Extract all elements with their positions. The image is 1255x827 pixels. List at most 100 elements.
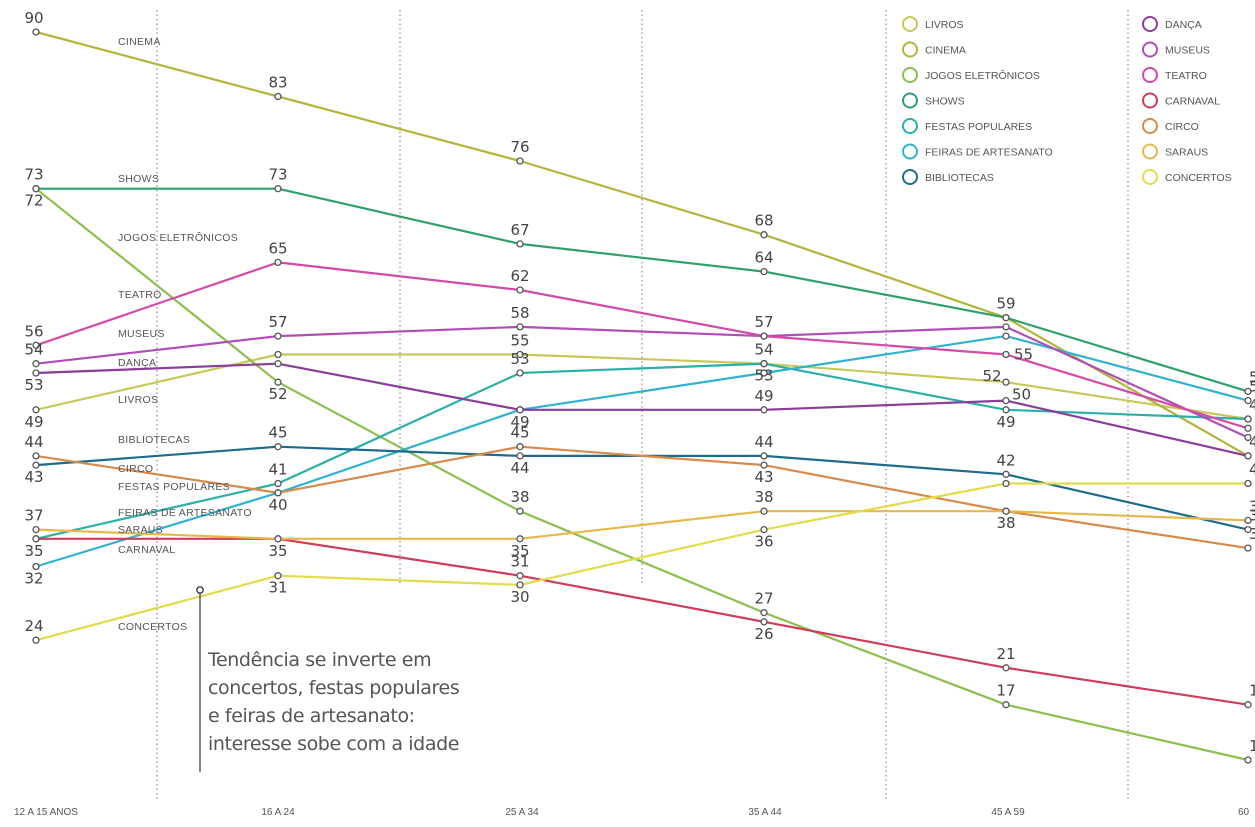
- data-point: [32, 406, 40, 414]
- data-label: 44: [510, 459, 529, 477]
- data-point: [1244, 516, 1252, 525]
- data-label: 51: [1249, 368, 1255, 386]
- series-line: [35, 187, 1249, 762]
- data-label: 11: [1249, 737, 1255, 755]
- data-point: [32, 28, 40, 36]
- data-point: [516, 535, 524, 543]
- data-label: 59: [996, 295, 1015, 313]
- annotation-line: e feiras de artesanato:: [208, 705, 415, 727]
- series-name-label: CIRCO: [118, 463, 153, 475]
- data-label: 35: [510, 542, 529, 560]
- data-label: 49: [510, 413, 529, 431]
- data-point: [760, 360, 768, 368]
- series-line: [35, 362, 1249, 540]
- legend-label: CIRCO: [1165, 121, 1199, 133]
- data-point: [274, 535, 282, 543]
- data-point: [1002, 406, 1010, 414]
- data-point: [32, 461, 40, 469]
- data-point: [1002, 664, 1010, 672]
- data-label: 17: [1249, 682, 1255, 700]
- data-point: [516, 406, 524, 414]
- data-point: [274, 479, 282, 488]
- data-point: [274, 350, 282, 359]
- data-label: 57: [268, 313, 287, 331]
- series-name-label: SHOWS: [118, 173, 159, 185]
- data-label: 44: [1249, 433, 1255, 451]
- data-label: 31: [268, 579, 287, 597]
- data-label: 30: [510, 588, 529, 606]
- data-point: [760, 461, 768, 469]
- x-tick-label: 35 A 44: [748, 807, 782, 818]
- data-point: [760, 507, 768, 515]
- series-name-label: JOGOS ELETRÔNICOS: [118, 231, 238, 244]
- x-tick-label: 60: [1238, 807, 1250, 818]
- legend-label: JOGOS ELETRÔNICOS: [925, 69, 1040, 82]
- data-point: [32, 369, 40, 377]
- legend-marker: [1142, 16, 1158, 32]
- data-point: [1244, 525, 1252, 534]
- data-point: [1002, 701, 1010, 709]
- data-label: 21: [996, 645, 1015, 663]
- legend-label: FEIRAS DE ARTESANATO: [925, 147, 1053, 159]
- data-point: [1002, 507, 1010, 515]
- data-label: 54: [754, 341, 773, 359]
- legend-label: TEATRO: [1165, 70, 1207, 82]
- data-point: [1002, 378, 1010, 386]
- data-label: 52: [982, 367, 1001, 385]
- data-label: 42: [996, 451, 1015, 469]
- data-point: [760, 332, 768, 340]
- data-point: [1002, 350, 1010, 359]
- data-label: 50: [1249, 378, 1255, 396]
- data-label: 43: [24, 468, 43, 486]
- legend-marker: [1142, 118, 1158, 134]
- series-line: [36, 187, 1249, 393]
- data-label: 48: [1249, 396, 1255, 414]
- data-point: [1244, 415, 1252, 423]
- data-point: [516, 452, 524, 460]
- data-point: [32, 452, 40, 460]
- data-point: [760, 618, 768, 626]
- series-line: [35, 510, 1249, 540]
- legend-marker: [902, 16, 918, 32]
- data-label: 50: [1012, 386, 1031, 404]
- data-point: [1244, 701, 1252, 709]
- data-label: 36: [1249, 507, 1255, 525]
- data-point: [1244, 452, 1252, 460]
- data-point: [1244, 396, 1252, 405]
- data-label: 57: [754, 313, 773, 331]
- data-label: 68: [754, 212, 773, 230]
- series-name-label: FESTAS POPULARES: [118, 481, 230, 493]
- series-name-label: FEIRAS DE ARTESANATO: [118, 507, 252, 519]
- data-label: 17: [996, 682, 1015, 700]
- data-label: 44: [24, 433, 43, 451]
- data-label: 36: [754, 533, 773, 551]
- data-label: 53: [754, 367, 773, 385]
- data-point: [516, 323, 524, 331]
- data-point: [516, 572, 524, 580]
- data-label: 41: [268, 461, 287, 479]
- data-label: 31: [510, 553, 529, 571]
- legend-label: SARAUS: [1165, 147, 1208, 159]
- data-point: [32, 341, 40, 349]
- series-name-label: MUSEUS: [118, 328, 165, 340]
- series-name-label: DANÇA: [118, 357, 156, 369]
- series-line: [35, 325, 1249, 439]
- legend-label: DANÇA: [1165, 19, 1202, 31]
- data-point: [516, 286, 524, 294]
- series-line: [35, 30, 1249, 457]
- legend-marker: [902, 41, 918, 58]
- data-label: 26: [754, 625, 773, 643]
- data-label: 49: [996, 413, 1015, 431]
- legend-label: LIVROS: [925, 19, 964, 31]
- legend-marker: [902, 118, 918, 134]
- annotation-line: Tendência se inverte em: [208, 649, 432, 671]
- data-point: [1002, 396, 1010, 405]
- data-point: [516, 443, 524, 451]
- data-point: [516, 350, 524, 359]
- data-label: 37: [1249, 497, 1255, 515]
- x-tick-label: 25 A 34: [505, 807, 539, 818]
- data-point: [760, 525, 768, 534]
- data-label: 35: [268, 542, 287, 560]
- series-name-label: LIVROS: [118, 394, 158, 406]
- data-label: 40: [268, 496, 287, 514]
